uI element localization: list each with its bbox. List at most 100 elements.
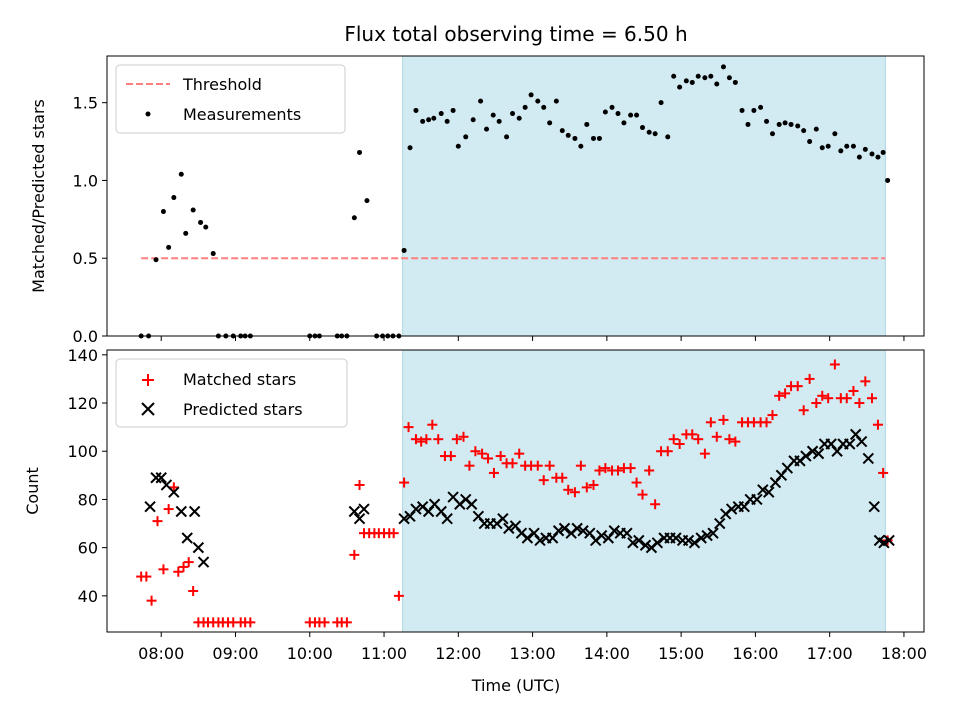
predicted-star-point: [670, 532, 682, 544]
matched-star-point: [421, 434, 432, 445]
predicted-star-point: [714, 517, 726, 530]
bottom-panel-counts: 40 60 80 100 120 140 08:00 09:00 10:00 11:00 12:00…: [23, 346, 927, 695]
top-legend: Threshold Measurements: [115, 64, 346, 134]
measurement-point: [615, 111, 621, 117]
measurement-point: [535, 98, 541, 104]
matched-star-point: [829, 359, 840, 370]
measurement-point: [153, 257, 159, 263]
matched-star-point: [761, 417, 772, 428]
matched-star-point: [631, 477, 642, 488]
matched-star-point: [158, 564, 169, 575]
matched-star-point: [662, 446, 673, 457]
predicted-star-point: [627, 537, 639, 549]
predicted-star-point: [348, 505, 361, 518]
observing-window-shading: [402, 55, 886, 337]
measurement-point: [788, 121, 794, 127]
measurement-point: [203, 224, 209, 230]
measurement-point: [578, 143, 584, 149]
predicted-star-point: [855, 435, 868, 448]
predicted-star-point: [806, 445, 819, 457]
measurement-point: [885, 177, 891, 183]
matched-star-point: [319, 617, 330, 628]
matched-star-point: [804, 373, 815, 384]
predicted-star-point: [175, 505, 187, 518]
measurement-point: [652, 131, 658, 137]
x-tick-label: 13:00: [510, 644, 556, 663]
measurement-point: [646, 129, 652, 135]
predicted-star-point: [608, 525, 620, 537]
predicted-star-point: [695, 532, 707, 544]
measurement-point: [628, 112, 634, 118]
matched-star-point: [173, 566, 184, 577]
measurement-point: [807, 139, 813, 145]
bottom-panel-shading-layer: [402, 349, 886, 633]
predicted-star-point: [725, 503, 738, 515]
measurement-point: [758, 104, 764, 110]
measurement-point: [732, 79, 738, 85]
y-tick-label: 1.5: [73, 94, 98, 113]
predicted-star-point: [844, 438, 856, 450]
measurement-point: [210, 251, 216, 257]
x-tick-label: 10:00: [287, 644, 333, 663]
matched-star-point: [514, 448, 525, 459]
bottom-panel-frame: [106, 349, 925, 633]
matched-star-point: [798, 405, 809, 416]
bottom-panel-data-layer: [136, 359, 895, 628]
measurement-point: [470, 117, 476, 123]
measurement-point: [880, 149, 886, 155]
matched-star-point: [724, 434, 735, 445]
matched-star-point: [705, 417, 716, 428]
matched-star-point: [410, 434, 421, 445]
predicted-star-point: [503, 522, 515, 535]
matched-star-point: [860, 376, 871, 387]
measurement-point: [875, 154, 881, 160]
legend-matched-label: Matched stars: [183, 370, 296, 389]
matched-star-point: [625, 463, 636, 474]
measurement-point: [407, 145, 413, 151]
matched-star-point: [581, 482, 592, 493]
predicted-star-point: [521, 532, 534, 544]
predicted-star-point: [862, 452, 875, 465]
matched-star-point: [687, 429, 698, 440]
measurement-point: [683, 78, 689, 84]
measurement-point: [463, 134, 469, 140]
predicted-star-point: [155, 472, 167, 484]
predicted-star-point: [812, 447, 825, 460]
measurement-point: [351, 215, 357, 221]
measurement-point: [364, 198, 370, 204]
predicted-star-point: [651, 537, 664, 549]
measurement-point: [634, 112, 640, 118]
measurement-point: [850, 143, 856, 149]
predicted-star-point: [577, 525, 589, 537]
predicted-star-point: [571, 522, 583, 535]
x-tick-label: 09:00: [212, 644, 258, 663]
x-tick-label: 16:00: [732, 644, 778, 663]
predicted-star-point: [763, 486, 775, 498]
measurement-point: [528, 92, 534, 98]
matched-star-point: [507, 458, 518, 469]
x-tick-label: 17:00: [807, 644, 853, 663]
matched-star-point: [867, 393, 878, 404]
matched-star-point: [878, 467, 889, 478]
measurement-point: [689, 79, 695, 85]
matched-star-point: [693, 434, 704, 445]
matched-star-point: [594, 465, 605, 476]
measurement-point: [695, 73, 701, 79]
measurement-point: [572, 135, 578, 141]
matched-star-point: [152, 516, 163, 527]
measurement-point: [490, 112, 496, 118]
predicted-star-point: [595, 529, 608, 542]
predicted-star-point: [883, 534, 895, 547]
predicted-star-point: [621, 527, 633, 539]
matched-star-point: [427, 419, 438, 430]
measurement-point: [504, 134, 510, 140]
measurement-point: [516, 115, 522, 121]
predicted-star-point: [552, 525, 565, 537]
measurement-point: [590, 135, 596, 141]
predicted-star-point: [188, 505, 201, 518]
x-tick-label: 14:00: [584, 644, 630, 663]
measurement-point: [522, 104, 528, 110]
matched-star-point: [780, 388, 791, 399]
measurement-point: [677, 84, 683, 90]
predicted-star-point: [534, 534, 546, 547]
